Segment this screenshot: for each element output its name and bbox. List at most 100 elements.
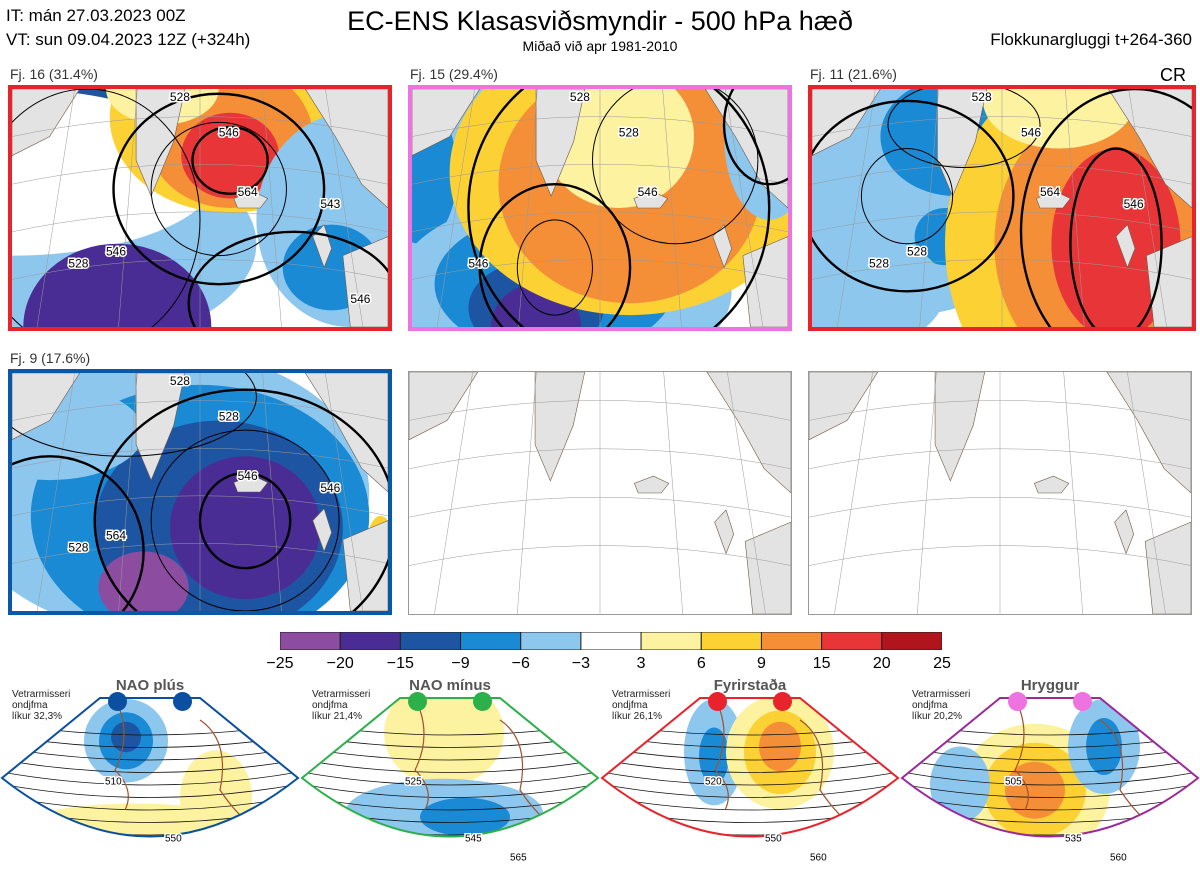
height-contour	[516, 219, 593, 316]
regime-marker-dot	[773, 692, 792, 711]
height-contour	[722, 89, 788, 186]
contour-label: 528	[570, 90, 590, 104]
graticule	[12, 89, 388, 327]
land	[12, 89, 388, 327]
classification-window: Flokkunargluggi t+264-360	[990, 30, 1192, 49]
colorbar-segment	[399, 632, 462, 650]
height-contour	[198, 471, 292, 570]
contour-label: 546	[219, 126, 239, 140]
colorbar-tick-label: 6	[696, 655, 706, 672]
regime-contour	[0, 840, 300, 860]
anomaly-area	[812, 231, 945, 327]
colorbar-segment	[339, 632, 401, 650]
regime-note: Vetrarmisseri ondjfma líkur 32,3%	[12, 689, 70, 722]
anomaly-area	[543, 89, 694, 208]
regime-anomaly	[111, 721, 141, 753]
colorbar-tick-label: −15	[386, 655, 414, 672]
regime-contour	[2, 767, 298, 786]
regime-note-line: ondjfma	[612, 700, 648, 711]
regime-note-line: líkur 20,2%	[912, 711, 963, 722]
regime-title: NAO plús	[115, 677, 185, 694]
anomaly-area	[23, 243, 212, 327]
colorbar-segment	[280, 632, 341, 650]
regime-contour-label: 550	[765, 834, 782, 845]
regime-contour	[902, 779, 1198, 798]
cluster-map-2: 528 546 528 546	[408, 85, 792, 331]
map-svg: 528 528 546 564 546 528	[812, 89, 1192, 327]
colorbar-segment	[640, 632, 702, 650]
contour-label: 546	[238, 469, 258, 483]
regime-contour	[900, 840, 1200, 860]
regime-marker-dot	[173, 692, 192, 711]
regime-contour-label: 535	[1065, 834, 1082, 845]
regime-map: 510 550	[0, 680, 300, 870]
colorbar-tick-label: −6	[511, 655, 530, 672]
contour-label: 546	[106, 245, 126, 259]
height-contour	[1019, 89, 1192, 327]
regime-note-line: Vetrarmisseri	[912, 689, 971, 700]
panel-label-3: Fj. 11 (21.6%)	[810, 66, 897, 82]
regime-map: 520 550 560	[600, 680, 900, 870]
height-contour	[12, 373, 257, 457]
regime-contour-label: 505	[1005, 777, 1022, 788]
regime-note: Vetrarmisseri ondjfma líkur 20,2%	[912, 689, 970, 722]
regime-contour	[600, 852, 900, 870]
regime-anomaly	[699, 727, 729, 785]
graticule	[412, 89, 788, 327]
panel-label-2: Fj. 15 (29.4%)	[410, 66, 498, 82]
colorbar-tick-label: 25	[933, 655, 951, 672]
regime-frame	[300, 697, 600, 838]
height-contour	[467, 89, 771, 327]
contour-label: 564	[1040, 185, 1060, 199]
colorbar-tick-label: −9	[451, 655, 470, 672]
regime-note-line: ondjfma	[12, 700, 48, 711]
valid-time: VT: sun 09.04.2023 12Z (+324h)	[6, 30, 251, 49]
regime-note-line: Vetrarmisseri	[312, 689, 371, 700]
colorbar-segment	[700, 632, 762, 650]
height-contour	[12, 455, 145, 611]
regime-contour	[300, 840, 600, 860]
height-contour	[93, 388, 388, 611]
regime-note-line: Vetrarmisseri	[612, 689, 671, 700]
regime-contour	[2, 755, 298, 773]
regime-note-line: ondjfma	[312, 700, 348, 711]
contour-label: 528	[972, 90, 992, 104]
regime-contour-label: 560	[1110, 853, 1127, 864]
colorbar-tick-label: 15	[812, 655, 831, 672]
contour-label: 564	[106, 529, 126, 543]
contour-label: 543	[320, 197, 340, 211]
regime-contour-label: 545	[465, 834, 482, 845]
regime-note-line: líkur 21,4%	[312, 711, 363, 722]
cluster-map-3: 528 528 546 564 546 528	[808, 85, 1196, 331]
page-title: EC-ENS Klasasviðsmyndir - 500 hPa hæð	[347, 6, 853, 36]
contour-label: 546	[468, 257, 488, 271]
height-contour	[187, 230, 388, 327]
colorbar-segment	[460, 632, 522, 650]
regime-map: 505 535 560	[900, 680, 1200, 870]
regime-contour-label: 560	[810, 853, 827, 864]
regime-contour	[902, 767, 1198, 786]
height-contour	[150, 121, 287, 257]
colorbar	[280, 632, 942, 650]
regime-note-line: líkur 32,3%	[12, 711, 63, 722]
regime-anomaly	[420, 797, 510, 836]
empty-map-6	[808, 371, 1192, 615]
height-contour	[860, 148, 954, 245]
regime-marker-dot	[1008, 692, 1027, 711]
land	[12, 373, 388, 611]
colorbar-tick-label: −3	[571, 655, 591, 672]
regime-marker-dot	[708, 692, 727, 711]
height-contour	[191, 125, 269, 195]
regime-marker-dot	[473, 692, 492, 711]
anomaly-area	[983, 89, 1135, 149]
regime-contour	[902, 755, 1198, 773]
colorbar-segment	[520, 632, 582, 650]
contour-label: 546	[320, 481, 340, 495]
regime-contour	[300, 852, 600, 870]
graticule	[812, 89, 1192, 327]
contour-label: 528	[869, 257, 889, 271]
land	[409, 372, 791, 614]
contour-label: 528	[68, 257, 88, 271]
anomaly-area	[1051, 148, 1181, 327]
height-contour	[150, 429, 340, 611]
